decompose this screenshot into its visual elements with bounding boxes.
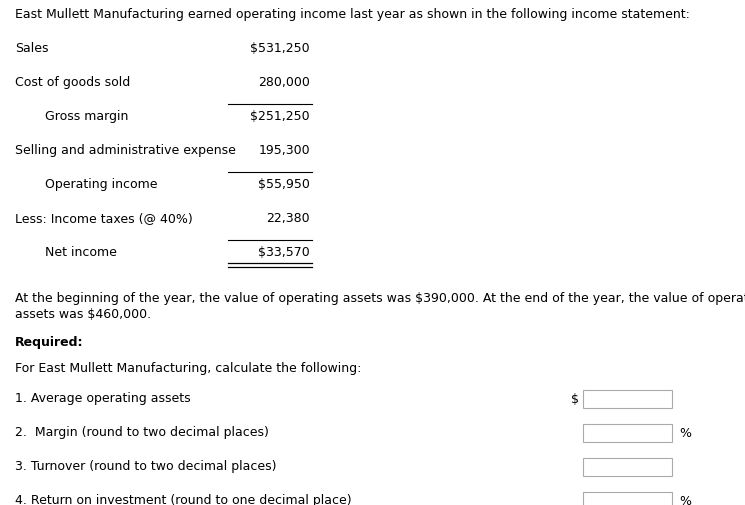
Text: At the beginning of the year, the value of operating assets was $390,000. At the: At the beginning of the year, the value …	[15, 291, 745, 305]
Text: East Mullett Manufacturing earned operating income last year as shown in the fol: East Mullett Manufacturing earned operat…	[15, 8, 690, 21]
Text: $55,950: $55,950	[258, 178, 310, 190]
Text: $33,570: $33,570	[259, 245, 310, 259]
Text: Selling and administrative expense: Selling and administrative expense	[15, 144, 236, 157]
Text: Less: Income taxes (@ 40%): Less: Income taxes (@ 40%)	[15, 212, 193, 225]
Text: 280,000: 280,000	[258, 76, 310, 89]
Text: 3. Turnover (round to two decimal places): 3. Turnover (round to two decimal places…	[15, 459, 276, 472]
Text: $251,250: $251,250	[250, 110, 310, 123]
Bar	[583, 458, 672, 476]
Text: 2.  Margin (round to two decimal places): 2. Margin (round to two decimal places)	[15, 425, 269, 438]
Text: 1. Average operating assets: 1. Average operating assets	[15, 391, 191, 404]
Text: Sales: Sales	[15, 42, 48, 55]
Text: Gross margin: Gross margin	[45, 110, 128, 123]
Bar	[583, 492, 672, 505]
Text: %: %	[679, 494, 691, 505]
Text: 195,300: 195,300	[259, 144, 310, 157]
Text: For East Mullett Manufacturing, calculate the following:: For East Mullett Manufacturing, calculat…	[15, 361, 361, 374]
Text: Net income: Net income	[45, 245, 117, 259]
Text: %: %	[679, 427, 691, 440]
Text: Required:: Required:	[15, 335, 83, 348]
Text: 22,380: 22,380	[267, 212, 310, 225]
Bar	[583, 424, 672, 442]
Bar	[583, 390, 672, 408]
Text: Cost of goods sold: Cost of goods sold	[15, 76, 130, 89]
Text: $531,250: $531,250	[250, 42, 310, 55]
Text: assets was $460,000.: assets was $460,000.	[15, 308, 151, 320]
Text: 4. Return on investment (round to one decimal place): 4. Return on investment (round to one de…	[15, 493, 352, 505]
Text: Operating income: Operating income	[45, 178, 157, 190]
Text: $: $	[571, 393, 579, 406]
